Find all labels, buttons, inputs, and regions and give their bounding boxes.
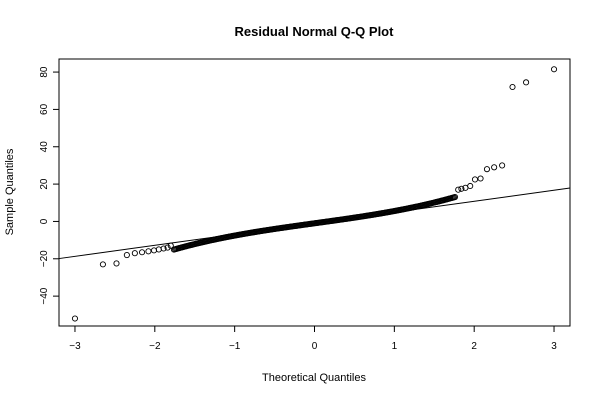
y-tick-label: 20 <box>39 178 50 190</box>
data-point <box>113 260 120 267</box>
data-point <box>167 242 174 249</box>
data-point <box>164 244 171 251</box>
data-point <box>458 185 465 192</box>
x-tick-label: 3 <box>551 341 557 352</box>
points-group <box>71 66 558 322</box>
data-point <box>451 193 459 201</box>
data-point <box>499 162 506 169</box>
data-point <box>123 251 130 259</box>
data-point <box>483 166 491 173</box>
x-tick-label: 2 <box>471 341 477 352</box>
data-point <box>550 66 558 73</box>
x-tick-label: 1 <box>392 341 398 352</box>
data-point <box>491 164 498 171</box>
data-point <box>138 249 146 256</box>
data-point <box>131 250 138 257</box>
x-tick-label: −3 <box>69 341 81 352</box>
data-point <box>71 315 79 322</box>
x-tick-label: −1 <box>229 341 241 352</box>
y-tick-label: 60 <box>39 103 50 115</box>
y-tick-label: −20 <box>39 250 50 267</box>
x-tick-label: 0 <box>312 341 318 352</box>
data-point <box>455 186 462 193</box>
y-tick-label: 0 <box>39 218 50 224</box>
y-axis: −40 −20 0 20 40 60 80 <box>39 66 60 305</box>
x-axis-label: Theoretical Quantiles <box>262 372 366 384</box>
x-tick-label: −2 <box>149 341 161 352</box>
data-point <box>477 175 484 182</box>
data-point <box>150 247 158 254</box>
data-point <box>145 248 152 255</box>
x-axis: −3 −2 −1 0 1 2 3 <box>69 325 557 352</box>
plot-frame <box>58 58 571 327</box>
y-tick-label: 40 <box>39 141 50 153</box>
chart-title: Residual Normal Q-Q Plot <box>235 24 395 39</box>
data-point <box>99 261 106 268</box>
data-point <box>467 182 474 190</box>
y-tick-label: −40 <box>39 287 50 304</box>
data-point <box>160 245 167 252</box>
data-point <box>155 246 162 253</box>
y-axis-label: Sample Quantiles <box>4 148 16 235</box>
data-point <box>509 83 516 91</box>
data-point <box>471 176 479 183</box>
data-point <box>523 79 530 86</box>
y-tick-label: 80 <box>39 66 50 78</box>
